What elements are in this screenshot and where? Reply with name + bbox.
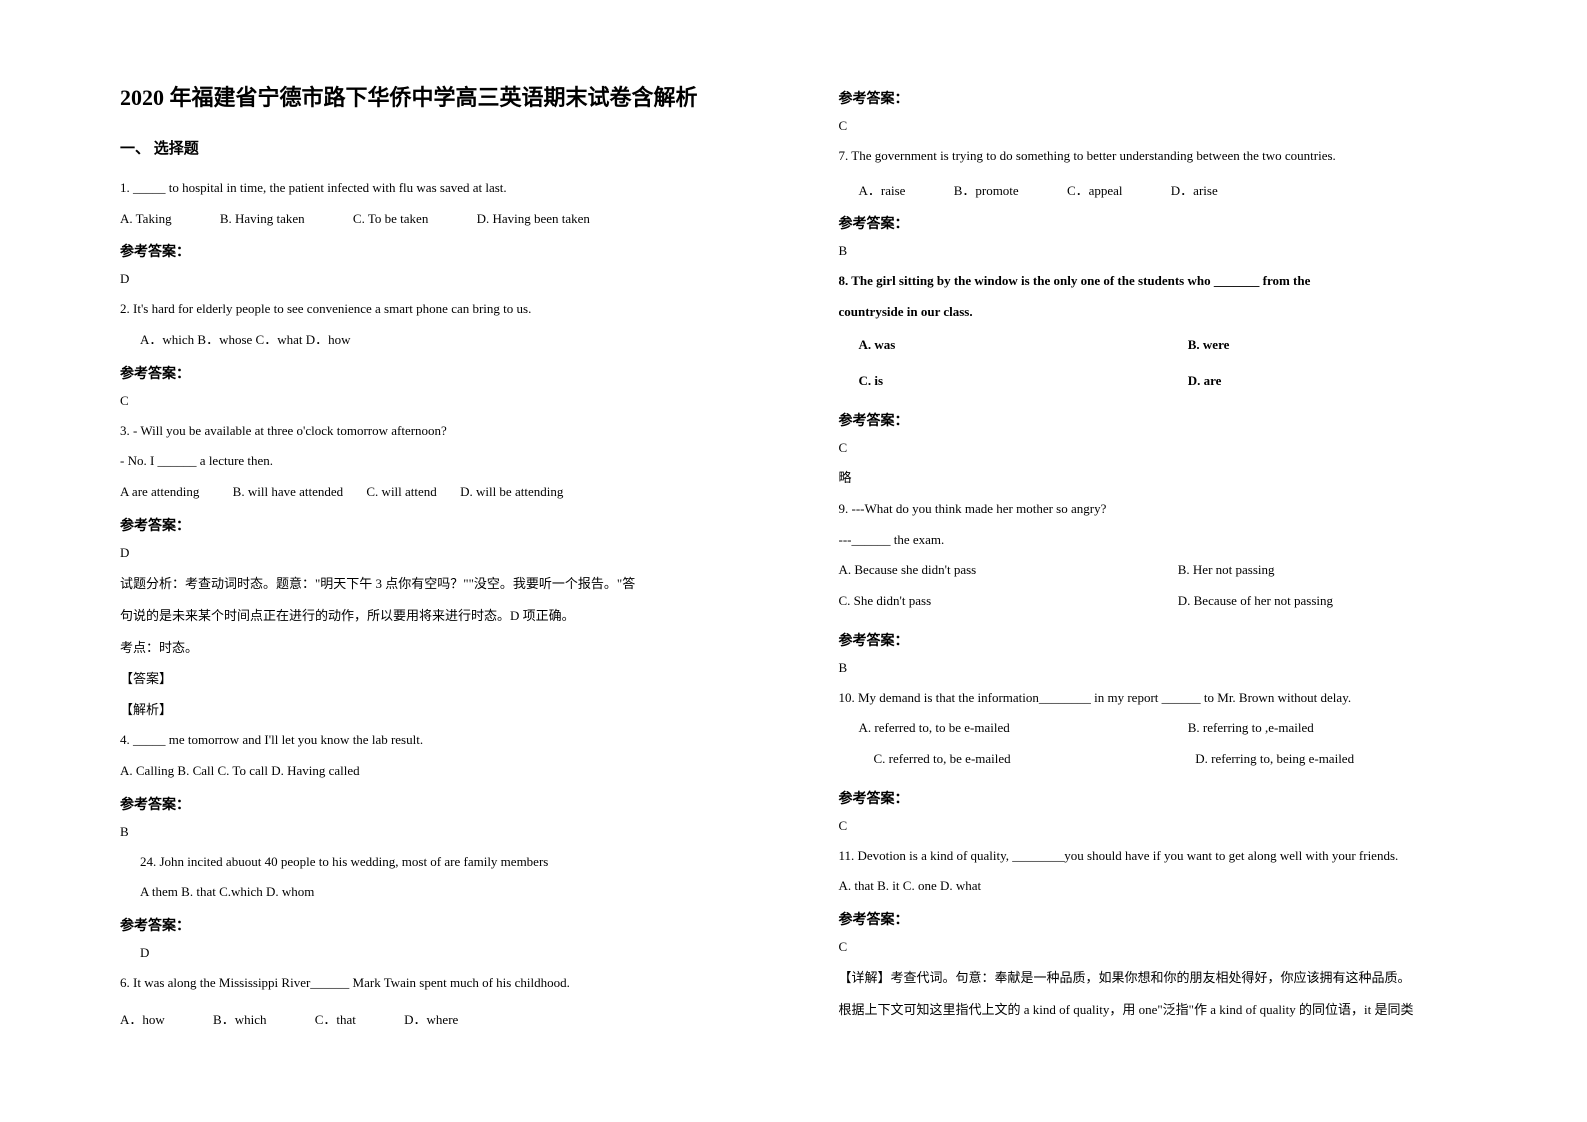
- q8-opt-c: C. is: [839, 369, 1188, 394]
- question-6-options: A．how B．which C．that D．where: [120, 1008, 799, 1033]
- q5-answer: D: [120, 945, 799, 961]
- question-8-text2: countryside in our class.: [839, 300, 1518, 325]
- question-7-options: A．raise B．promote C．appeal D．arise: [839, 179, 1518, 204]
- question-3-text2: - No. I ______ a lecture then.: [120, 449, 799, 474]
- q1-answer: D: [120, 271, 799, 287]
- question-4-text: 4. _____ me tomorrow and I'll let you kn…: [120, 728, 799, 753]
- question-3-text1: 3. - Will you be available at three o'cl…: [120, 419, 799, 444]
- q3-opt-b: B. will have attended: [233, 484, 343, 499]
- question-8-text1: 8. The girl sitting by the window is the…: [839, 269, 1518, 294]
- answer-label: 参考答案：: [120, 241, 799, 261]
- question-9-text1: 9. ---What do you think made her mother …: [839, 497, 1518, 522]
- answer-label: 参考答案：: [839, 909, 1518, 929]
- q7-opt-b: B．promote: [954, 183, 1019, 198]
- q3-exp-5: 【解析】: [120, 698, 799, 723]
- q6-opt-c: C．that: [315, 1012, 356, 1027]
- q9-answer: B: [839, 660, 1518, 676]
- answer-label: 参考答案：: [839, 788, 1518, 808]
- q11-answer: C: [839, 939, 1518, 955]
- q1-opt-b: B. Having taken: [220, 211, 305, 226]
- question-2-options: A．which B．whose C．what D．how: [120, 328, 799, 353]
- q11-explanation-1: 【详解】考查代词。句意：奉献是一种品质，如果你想和你的朋友相处得好，你应该拥有这…: [839, 965, 1518, 991]
- q3-explanation-3: 考点：时态。: [120, 635, 799, 661]
- q7-opt-c: C．appeal: [1067, 183, 1123, 198]
- q10-opt-d: D. referring to, being e-mailed: [1195, 747, 1517, 772]
- question-1-options: A. Taking B. Having taken C. To be taken…: [120, 207, 799, 232]
- q7-answer: B: [839, 243, 1518, 259]
- q10-opt-a: A. referred to, to be e-mailed: [859, 716, 1188, 741]
- q10-opt-c: C. referred to, be e-mailed: [859, 747, 1196, 772]
- q10-opt-b: B. referring to ,e-mailed: [1188, 716, 1517, 741]
- q2-answer: C: [120, 393, 799, 409]
- answer-label: 参考答案：: [839, 213, 1518, 233]
- question-7-text: 7. The government is trying to do someth…: [839, 144, 1518, 169]
- question-11-options: A. that B. it C. one D. what: [839, 874, 1518, 899]
- exam-title: 2020 年福建省宁德市路下华侨中学高三英语期末试卷含解析: [120, 80, 799, 112]
- q1-opt-d: D. Having been taken: [477, 211, 590, 226]
- q8-answer: C: [839, 440, 1518, 456]
- section-heading: 一、 选择题: [120, 137, 799, 158]
- q9-opt-b: B. Her not passing: [1178, 558, 1517, 583]
- answer-label: 参考答案：: [120, 363, 799, 383]
- q8-opt-b: B. were: [1188, 333, 1517, 358]
- q6-opt-a: A．how: [120, 1012, 165, 1027]
- q3-opt-a: A are attending: [120, 484, 199, 499]
- answer-label: 参考答案：: [839, 88, 1518, 108]
- q11-explanation-2: 根据上下文可知这里指代上文的 a kind of quality，用 one"泛…: [839, 997, 1518, 1023]
- question-1-text: 1. _____ to hospital in time, the patien…: [120, 176, 799, 201]
- answer-label: 参考答案：: [120, 515, 799, 535]
- q3-opt-c: C. will attend: [366, 484, 436, 499]
- q10-answer: C: [839, 818, 1518, 834]
- question-11-text: 11. Devotion is a kind of quality, _____…: [839, 844, 1518, 869]
- q8-note: 略: [839, 466, 1518, 491]
- answer-label: 参考答案：: [839, 410, 1518, 430]
- q3-explanation-1: 试题分析：考查动词时态。题意："明天下午 3 点你有空吗？""没空。我要听一个报…: [120, 571, 799, 597]
- answer-label: 参考答案：: [120, 794, 799, 814]
- q3-explanation-2: 句说的是未来某个时间点正在进行的动作，所以要用将来进行时态。D 项正确。: [120, 603, 799, 629]
- q8-opt-a: A. was: [839, 333, 1188, 358]
- q9-opt-a: A. Because she didn't pass: [839, 558, 1178, 583]
- question-6-text: 6. It was along the Mississippi River___…: [120, 971, 799, 996]
- question-5-text: 24. John incited abuout 40 people to his…: [120, 850, 799, 875]
- question-9-text2: ---______ the exam.: [839, 528, 1518, 553]
- q6-opt-d: D．where: [404, 1012, 458, 1027]
- q3-opt-d: D. will be attending: [460, 484, 563, 499]
- q1-opt-c: C. To be taken: [353, 211, 428, 226]
- answer-label: 参考答案：: [839, 630, 1518, 650]
- q6-opt-b: B．which: [213, 1012, 266, 1027]
- q7-opt-d: D．arise: [1171, 183, 1218, 198]
- question-2-text: 2. It's hard for elderly people to see c…: [120, 297, 799, 322]
- question-10-text: 10. My demand is that the information___…: [839, 686, 1518, 711]
- q6-answer: C: [839, 118, 1518, 134]
- q9-opt-c: C. She didn't pass: [839, 589, 1178, 614]
- q3-answer: D: [120, 545, 799, 561]
- q9-opt-d: D. Because of her not passing: [1178, 589, 1517, 614]
- question-3-options: A are attending B. will have attended C.…: [120, 480, 799, 505]
- answer-label: 参考答案：: [120, 915, 799, 935]
- q4-answer: B: [120, 824, 799, 840]
- question-5-options: A them B. that C.which D. whom: [120, 880, 799, 905]
- q8-opt-d: D. are: [1188, 369, 1517, 394]
- q7-opt-a: A．raise: [859, 183, 906, 198]
- q3-exp-4: 【答案】: [120, 667, 799, 692]
- q1-opt-a: A. Taking: [120, 211, 172, 226]
- question-4-options: A. Calling B. Call C. To call D. Having …: [120, 759, 799, 784]
